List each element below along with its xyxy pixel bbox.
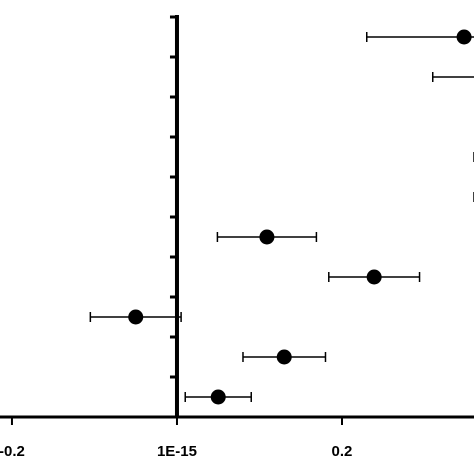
point <box>259 229 275 245</box>
error-bar <box>431 72 474 82</box>
point <box>366 269 382 285</box>
plot-area <box>89 29 474 405</box>
point <box>128 309 144 325</box>
point <box>456 29 472 45</box>
x-tick-label: -0.2 <box>0 443 25 460</box>
x-tick-label: 0.2 <box>332 443 353 460</box>
x-tick-label: 1E-15 <box>157 443 197 460</box>
point <box>210 389 226 405</box>
point <box>276 349 292 365</box>
